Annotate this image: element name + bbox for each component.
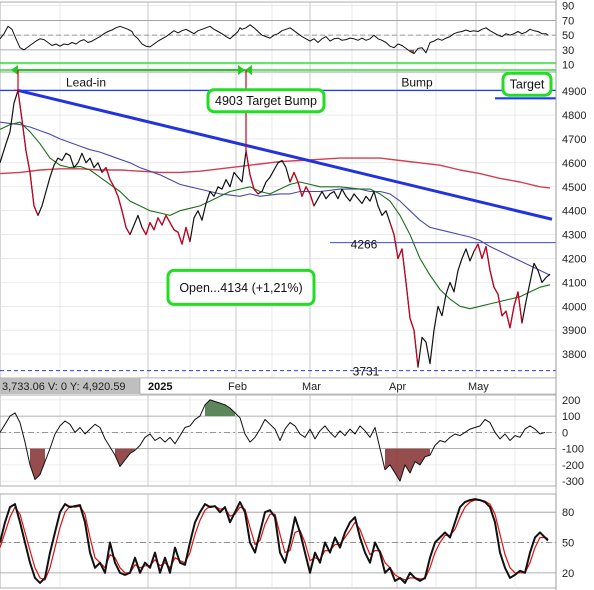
- cci-tick-label: -200: [562, 460, 584, 472]
- status-bar-text: 3,733.06 V: 0 Y: 4,920.59: [2, 381, 126, 393]
- price-tick-label: 4000: [562, 301, 586, 313]
- annotation-box-label: Target: [510, 78, 545, 92]
- price-red-segment: [245, 150, 259, 195]
- price-tick-label: 4600: [562, 158, 586, 170]
- price-tick-label: 4300: [562, 230, 586, 242]
- price-tick-label: 4100: [562, 277, 586, 289]
- rsi-tick-label: 70: [562, 15, 574, 27]
- bump-arrow-left: [245, 65, 252, 75]
- price-red-segment: [141, 214, 191, 245]
- month-label: 2025: [148, 381, 172, 393]
- month-label: Mar: [302, 381, 321, 393]
- lead-in-arrow-left: [11, 65, 18, 75]
- cci-tick-label: 100: [562, 411, 580, 423]
- price-annotation: 3731: [353, 365, 380, 379]
- price-tick-label: 4900: [562, 86, 586, 98]
- price-line: [0, 89, 551, 368]
- annotation-box-label: Open...4134 (+1,21%): [179, 281, 302, 295]
- cci-line: [0, 399, 546, 482]
- cci-oversold-fill: [385, 448, 430, 482]
- month-label: May: [468, 381, 489, 393]
- month-label: Feb: [228, 381, 247, 393]
- price-red-segment: [101, 167, 131, 235]
- cci-tick-label: -300: [562, 476, 584, 488]
- cci-oversold-fill: [30, 448, 45, 480]
- price-annotation: Bump: [401, 76, 433, 90]
- stoch-k-line: [0, 498, 549, 584]
- annotation-box: [501, 71, 553, 97]
- price-tick-label: 4800: [562, 110, 586, 122]
- rsi-line: [0, 24, 549, 55]
- date-axis-bg: [139, 377, 557, 395]
- price-tick-label: 3800: [562, 349, 586, 361]
- price-tick-label: 4200: [562, 253, 586, 265]
- stoch-tick-label: 50: [562, 538, 574, 550]
- rsi-tick-label: 50: [562, 30, 574, 42]
- cci-tick-label: -100: [562, 444, 584, 456]
- price-red-segment: [14, 89, 39, 216]
- ma-50-line: [0, 121, 551, 310]
- cci-tick-label: 0: [562, 427, 568, 439]
- stoch-tick-label: 80: [562, 507, 574, 519]
- stoch-d-line: [0, 499, 549, 581]
- price-tick-label: 4500: [562, 182, 586, 194]
- lead-in-arrow-right: [238, 65, 245, 75]
- rsi-tick-label: 10: [562, 60, 574, 72]
- price-tick-label: 3900: [562, 325, 586, 337]
- price-annotation: Lead-in: [66, 76, 106, 90]
- status-bar-bg: [0, 378, 140, 394]
- cci-tick-label: 200: [562, 395, 580, 407]
- price-red-segment: [289, 171, 315, 207]
- rsi-tick-label: 30: [562, 45, 574, 57]
- price-red-segment: [473, 243, 523, 329]
- price-annotation: 4266: [351, 238, 378, 252]
- stoch-tick-label: 20: [562, 568, 574, 580]
- annotation-box: [166, 268, 316, 306]
- month-label: Apr: [389, 381, 406, 393]
- price-red-segment: [389, 222, 419, 368]
- ma-100-line: [0, 121, 551, 276]
- cci-overbought-fill: [205, 399, 235, 417]
- annotation-box: [206, 88, 326, 114]
- resistance-trendline: [17, 88, 553, 221]
- price-tick-label: 4700: [562, 134, 586, 146]
- price-tick-label: 4400: [562, 206, 586, 218]
- rsi-tick-label: 90: [562, 1, 574, 13]
- annotation-box-label: 4903 Target Bump: [215, 94, 317, 108]
